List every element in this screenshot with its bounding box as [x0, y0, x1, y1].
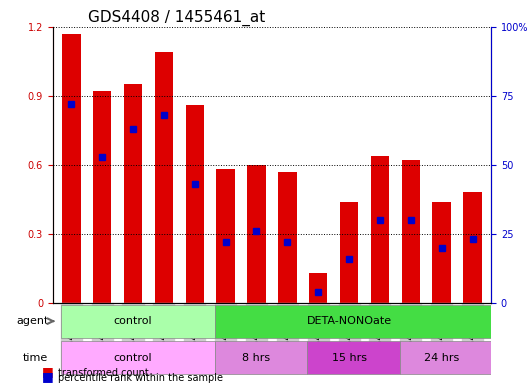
Text: ■: ■ — [42, 365, 54, 378]
Text: time: time — [23, 353, 49, 363]
FancyBboxPatch shape — [307, 341, 400, 374]
Text: agent: agent — [16, 316, 49, 326]
FancyBboxPatch shape — [215, 305, 493, 338]
Text: control: control — [114, 316, 153, 326]
FancyBboxPatch shape — [61, 305, 215, 338]
Text: GDS4408 / 1455461_at: GDS4408 / 1455461_at — [88, 9, 265, 25]
Bar — [185, 105, 204, 303]
FancyBboxPatch shape — [215, 341, 307, 374]
Bar — [309, 273, 327, 303]
Text: ■: ■ — [42, 370, 54, 383]
Text: 24 hrs: 24 hrs — [424, 353, 459, 363]
Bar — [62, 34, 81, 303]
Bar — [278, 172, 297, 303]
Text: 15 hrs: 15 hrs — [332, 353, 366, 363]
Bar — [432, 202, 451, 303]
Text: 8 hrs: 8 hrs — [242, 353, 270, 363]
Text: percentile rank within the sample: percentile rank within the sample — [58, 373, 223, 383]
Bar — [401, 160, 420, 303]
Text: control: control — [114, 353, 153, 363]
Bar — [371, 156, 389, 303]
Bar — [124, 84, 143, 303]
Bar — [247, 165, 266, 303]
Text: transformed count: transformed count — [58, 368, 149, 378]
Bar — [93, 91, 111, 303]
Bar — [340, 202, 359, 303]
FancyBboxPatch shape — [61, 341, 215, 374]
Bar — [155, 52, 173, 303]
Bar — [463, 192, 482, 303]
Text: DETA-NONOate: DETA-NONOate — [307, 316, 392, 326]
Bar — [216, 169, 235, 303]
FancyBboxPatch shape — [400, 341, 493, 374]
